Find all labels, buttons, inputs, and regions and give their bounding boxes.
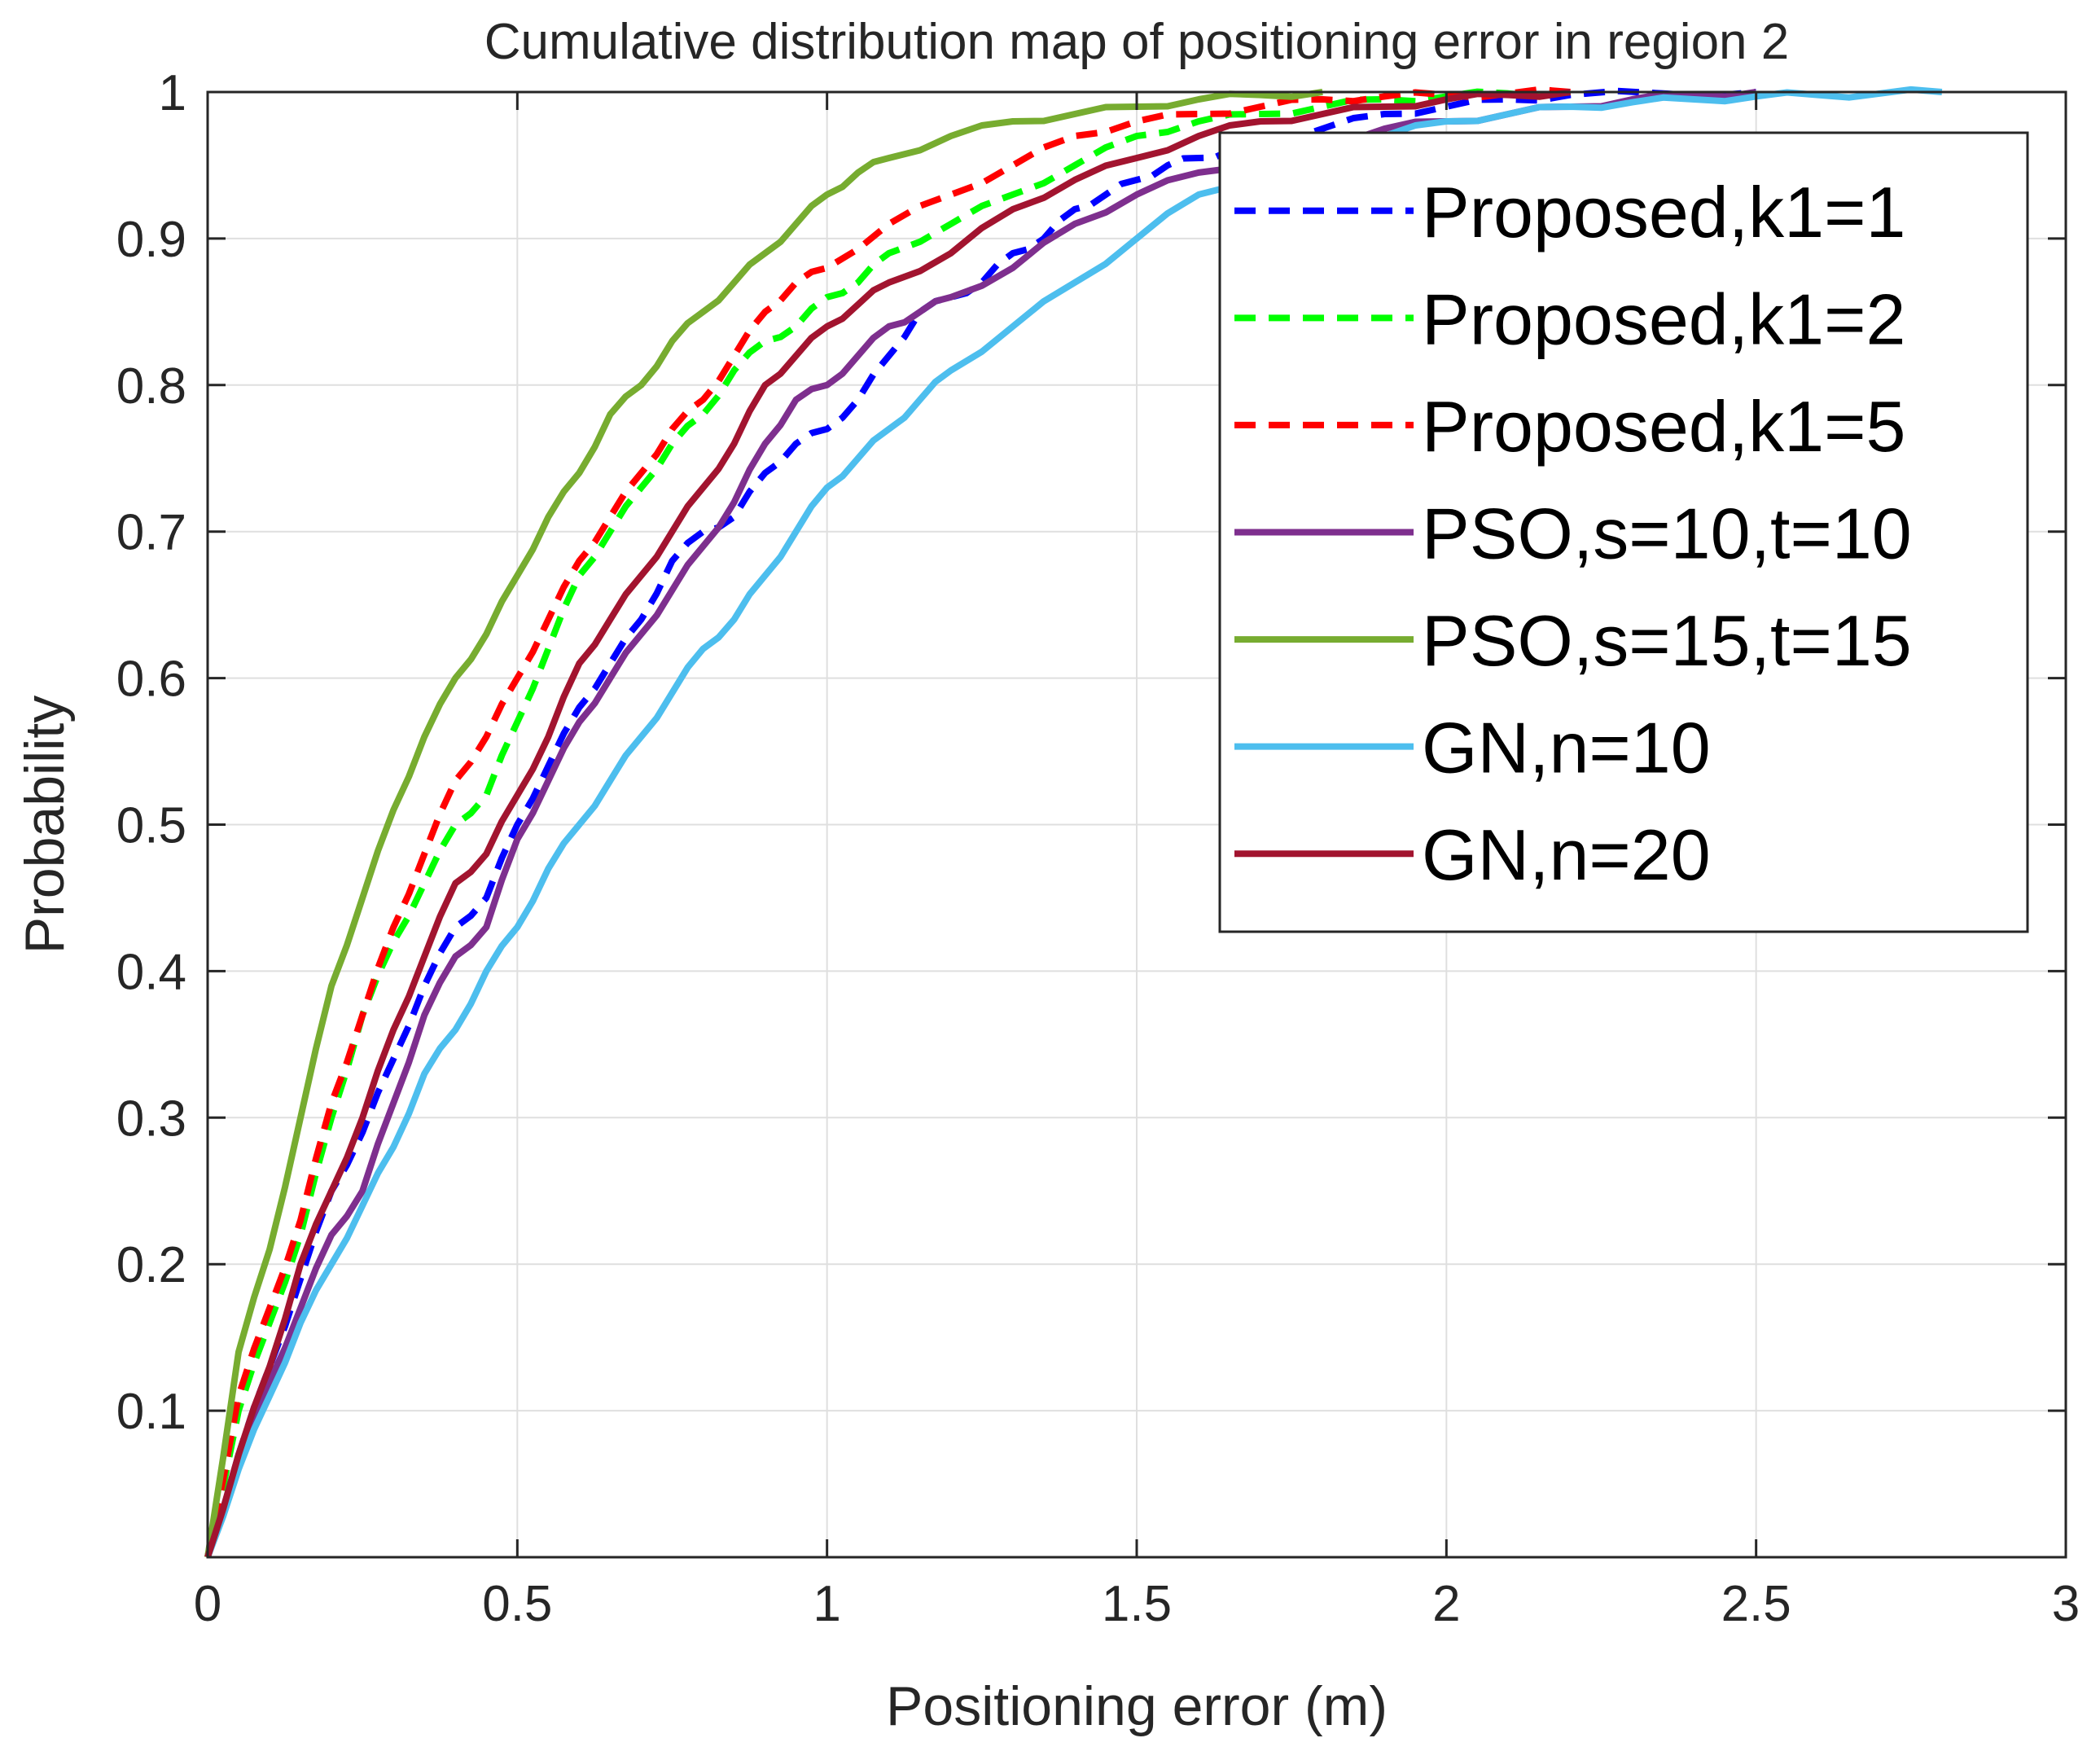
y-tick-label: 0.1 <box>116 1384 186 1440</box>
legend-label-1[interactable]: Proposed,k1=1 <box>1422 172 1905 252</box>
x-tick-label: 2 <box>1432 1576 1460 1632</box>
y-tick-label: 1 <box>159 65 186 121</box>
series-line-5 <box>204 89 1323 1558</box>
x-tick-label: 1 <box>813 1576 840 1632</box>
y-tick-label: 0.6 <box>116 652 186 708</box>
x-tick-label: 0.5 <box>482 1576 552 1632</box>
series-line-6 <box>204 86 1943 1559</box>
series-lines <box>204 86 1943 1559</box>
y-tick-label: 0.9 <box>116 212 186 268</box>
y-tick-label: 0.8 <box>116 358 186 415</box>
series-line-1 <box>204 87 1757 1559</box>
legend-label-2[interactable]: Proposed,k1=2 <box>1422 279 1905 359</box>
series-line-7 <box>204 89 1572 1559</box>
y-axis-label: Probability <box>14 696 76 955</box>
y-tick-label: 0.7 <box>116 505 186 561</box>
x-tick-label: 3 <box>2052 1576 2080 1632</box>
legend-label-3[interactable]: Proposed,k1=5 <box>1422 386 1905 467</box>
chart-title: Cumulative distribution map of positioni… <box>484 14 1790 70</box>
legend-label-7[interactable]: GN,n=20 <box>1422 814 1711 895</box>
y-tick-label: 0.3 <box>116 1091 186 1147</box>
x-tick-label: 1.5 <box>1102 1576 1172 1632</box>
y-tick-label: 0.5 <box>116 798 186 854</box>
axis-ticks: 0 0.5 1 1.5 2 2.5 3 0.1 0.2 0.3 0.4 0.5 0.6 0.7 0.8 0.9… <box>116 65 2080 1632</box>
x-tick-label: 0 <box>194 1576 221 1632</box>
series-line-3 <box>204 86 1571 1558</box>
legend-label-5[interactable]: PSO,s=15,t=15 <box>1422 600 1912 681</box>
x-tick-label: 2.5 <box>1721 1576 1791 1632</box>
legend-label-6[interactable]: GN,n=10 <box>1422 708 1711 788</box>
legend-label-4[interactable]: PSO,s=10,t=10 <box>1422 494 1912 574</box>
x-axis-label: Positioning error (m) <box>886 1675 1388 1737</box>
y-tick-label: 0.2 <box>116 1237 186 1293</box>
legend[interactable]: Proposed,k1=1 Proposed,k1=2 Proposed,k1=5 P… <box>1218 131 2029 933</box>
y-tick-label: 0.4 <box>116 944 186 1000</box>
